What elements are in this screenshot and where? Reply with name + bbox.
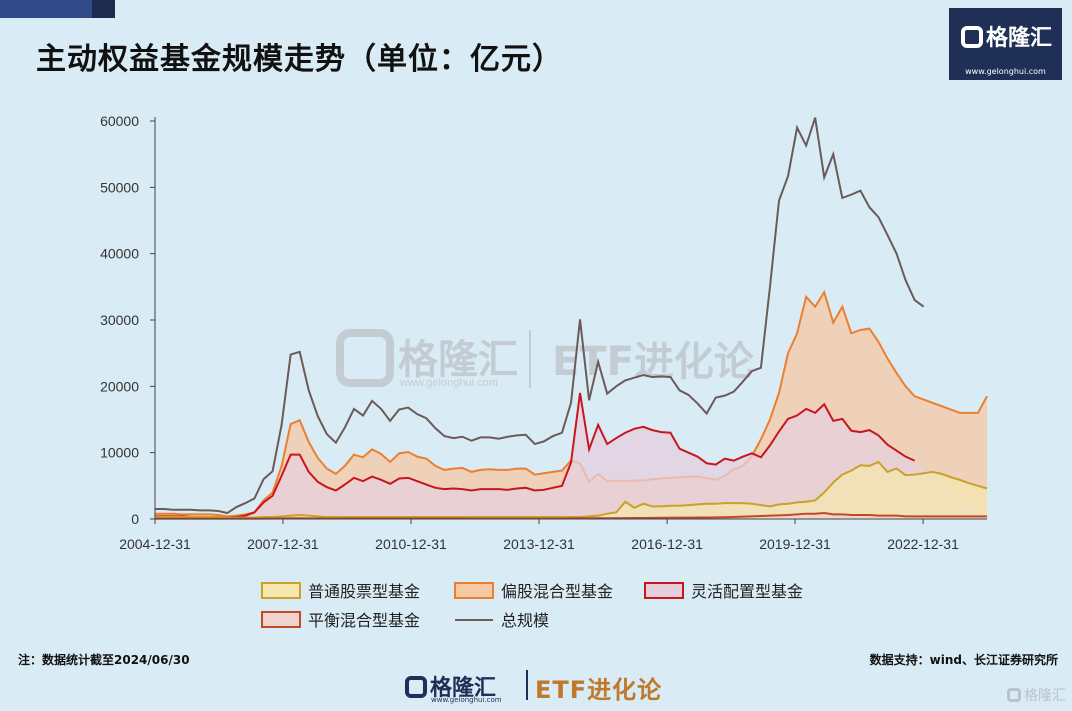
series-5-line xyxy=(155,117,925,515)
series-4-area-line xyxy=(155,512,987,520)
x-tick-label: 2022-12-31 xyxy=(887,536,959,552)
logo-url: www.gelonghui.com xyxy=(965,67,1046,76)
y-tick-label: 30000 xyxy=(100,312,139,328)
x-tick-label: 2004-12-31 xyxy=(119,536,191,552)
chart-title: 主动权益基金规模走势（单位：亿元） xyxy=(36,42,563,77)
brand-logo: 格隆汇 www.gelonghui.com xyxy=(949,8,1062,80)
bottom-logo-divider xyxy=(526,670,528,700)
series-1-legend-swatch xyxy=(261,582,301,599)
bottom-logo-g-icon xyxy=(405,676,427,698)
series-areas xyxy=(155,117,988,520)
corner-watermark: 格隆汇 xyxy=(1007,685,1066,705)
y-tick-label: 20000 xyxy=(100,378,139,394)
y-tick-label: 10000 xyxy=(100,445,139,461)
chart-watermark: 格隆汇 www.gelonghui.com ETF进化论 xyxy=(336,329,755,389)
watermark-name: 格隆汇 xyxy=(398,337,518,383)
data-source: 数据支持：wind、长江证券研究所 xyxy=(869,653,1058,667)
watermark-g-icon xyxy=(336,329,394,387)
series-4-area-fill xyxy=(155,513,987,519)
x-tick-label: 2010-12-31 xyxy=(375,536,447,552)
x-tick-label: 2019-12-31 xyxy=(759,536,831,552)
series-2-legend-label: 偏股混合型基金 xyxy=(501,582,613,601)
series-4-legend-swatch xyxy=(261,611,301,628)
bottom-logo-name: 格隆汇 xyxy=(430,676,497,701)
series-3-legend-swatch xyxy=(644,582,684,599)
corner-watermark-name: 格隆汇 xyxy=(1024,688,1066,704)
y-tick-label: 40000 xyxy=(100,246,139,262)
series-5-legend-label: 总规模 xyxy=(501,611,549,630)
series-3-area-fill xyxy=(155,392,987,519)
y-tick-label: 50000 xyxy=(100,179,139,195)
series-4-legend-label: 平衡混合型基金 xyxy=(308,611,420,630)
series-2-legend-swatch xyxy=(454,582,494,599)
series-1-area-line xyxy=(155,460,988,519)
corner-watermark-g-icon xyxy=(1007,688,1021,702)
chart-canvas: 格隆汇 www.gelonghui.com ETF进化论 0 10000 20000… xyxy=(100,113,988,630)
y-tick-label: 0 xyxy=(131,511,139,527)
series-3-area-line xyxy=(155,392,916,519)
y-tick-label: 60000 xyxy=(100,113,139,129)
series-1-legend-label: 普通股票型基金 xyxy=(308,582,420,601)
corner-decoration-accent xyxy=(0,0,92,18)
x-tick-label: 2007-12-31 xyxy=(247,536,319,552)
bottom-logo-url: www.gelonghui.com xyxy=(431,696,502,704)
bottom-logo-column: ETF进化论 xyxy=(535,676,663,704)
footnote: 注：数据统计截至2024/06/30 xyxy=(18,653,190,667)
series-3-legend-label: 灵活配置型基金 xyxy=(691,582,803,601)
logo-name: 格隆汇 xyxy=(986,26,1053,51)
x-tick-label: 2016-12-31 xyxy=(631,536,703,552)
chart-axes: 0 10000 20000 30000 40000 50000 60000 2004-12-3… xyxy=(100,113,987,552)
logo-g-icon xyxy=(961,26,983,48)
x-tick-label: 2013-12-31 xyxy=(503,536,575,552)
watermark-url: www.gelonghui.com xyxy=(399,377,498,389)
